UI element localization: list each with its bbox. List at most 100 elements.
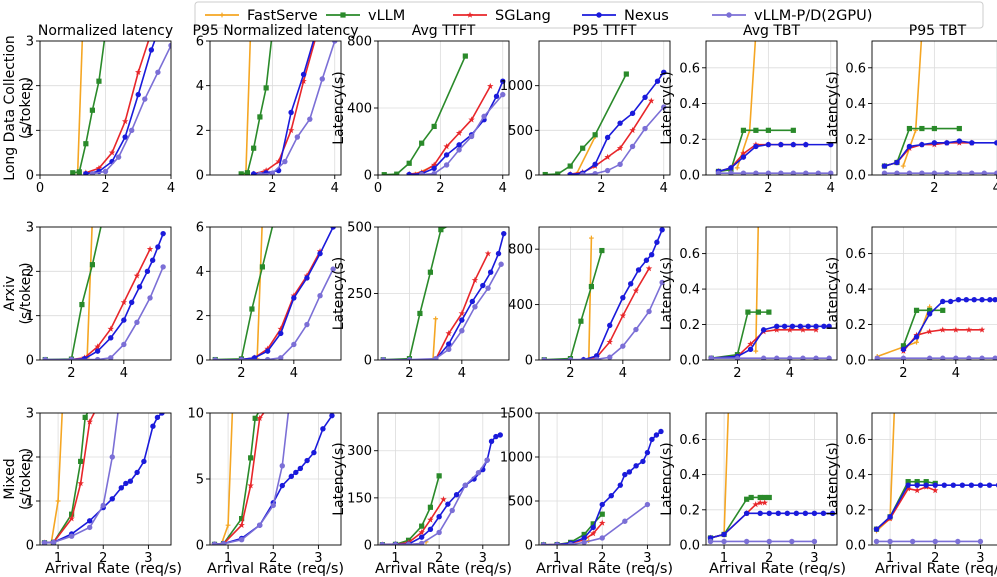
- data-point: [644, 449, 651, 456]
- legend-entry: FastServe: [205, 8, 318, 24]
- data-point: [994, 170, 997, 175]
- y-tick-label: 0.6: [679, 247, 700, 262]
- data-point: [599, 247, 605, 254]
- data-point: [740, 154, 747, 160]
- data-point: [500, 78, 506, 84]
- series-nexus: [580, 227, 665, 360]
- data-point: [542, 171, 548, 175]
- data-point: [914, 339, 919, 345]
- series-nexus: [238, 227, 336, 360]
- data-point: [708, 355, 714, 360]
- data-point: [94, 348, 101, 354]
- data-point: [277, 325, 284, 332]
- x-axis-label: Arrival Rate (req/s): [207, 561, 344, 577]
- data-point: [622, 471, 628, 478]
- series-line: [902, 309, 943, 347]
- data-point: [617, 482, 624, 488]
- data-point: [969, 170, 975, 175]
- y-tick-label: 0.6: [679, 61, 700, 76]
- data-point: [251, 145, 257, 151]
- data-point: [406, 357, 413, 360]
- data-point: [146, 245, 154, 252]
- data-point: [485, 285, 491, 291]
- data-point: [815, 170, 821, 175]
- y-tick-label: 0.4: [679, 468, 700, 483]
- data-point: [931, 125, 937, 132]
- data-point: [765, 127, 771, 133]
- data-point: [578, 318, 584, 324]
- data-point: [392, 541, 399, 545]
- data-point: [747, 346, 754, 353]
- y-tick-label: 250: [347, 287, 372, 302]
- data-point: [102, 168, 109, 175]
- chart-panel: 1 2 3 0.0 0.2 0.4 0.6 Latency(s): [659, 412, 838, 566]
- data-point: [419, 523, 425, 529]
- data-point: [979, 355, 985, 360]
- data-point: [297, 465, 304, 472]
- legend-marker: [596, 12, 602, 18]
- data-point: [919, 125, 925, 132]
- chart-panel: 1 2 3 0 500 1000 1500: [500, 407, 671, 566]
- data-point: [432, 355, 439, 360]
- data-point: [932, 538, 938, 545]
- data-point: [721, 538, 727, 545]
- x-tick-label: 4: [167, 181, 175, 196]
- data-point: [484, 250, 492, 257]
- data-point: [275, 158, 282, 165]
- x-axis-label: Arrival Rate (req/s): [45, 561, 182, 577]
- y-tick-label: 1: [26, 495, 34, 510]
- data-point: [264, 356, 271, 360]
- axes-frame: [538, 40, 671, 176]
- data-point: [939, 326, 946, 333]
- data-point: [317, 293, 323, 299]
- chart-panel: 1 2 3 0.0 0.2 0.4 0.6 Latency(s): [825, 412, 997, 566]
- data-point: [781, 323, 788, 330]
- data-point: [50, 539, 57, 545]
- data-point: [654, 239, 660, 245]
- data-point: [829, 510, 836, 517]
- data-point: [914, 482, 920, 488]
- y-tick-label: 500: [508, 495, 533, 510]
- data-point: [288, 473, 295, 480]
- data-point: [269, 170, 276, 175]
- data-point: [129, 127, 135, 134]
- data-point: [971, 297, 977, 303]
- data-point: [469, 298, 476, 305]
- data-point: [76, 169, 82, 175]
- data-point: [579, 171, 586, 175]
- data-point: [567, 171, 573, 175]
- data-point: [906, 143, 913, 150]
- data-point: [247, 482, 254, 489]
- panel-title: P95 Normalized latency: [193, 23, 359, 39]
- data-point: [919, 170, 925, 175]
- data-point: [431, 165, 437, 171]
- series-vllm-p-d-2gpu-: [579, 104, 667, 175]
- y-tick-label: 0.0: [845, 169, 866, 184]
- data-point: [940, 307, 946, 313]
- data-point: [617, 120, 623, 126]
- y-axis-label: Latency(s): [331, 442, 347, 516]
- data-point: [923, 479, 929, 485]
- row-label: Mixed: [2, 458, 18, 499]
- legend-label: FastServe: [247, 8, 318, 24]
- data-point: [220, 540, 227, 545]
- data-point: [607, 322, 613, 329]
- data-point: [947, 298, 954, 305]
- data-point: [279, 463, 285, 469]
- data-point: [554, 542, 560, 545]
- data-point: [168, 42, 171, 49]
- data-point: [456, 147, 462, 153]
- data-point: [500, 91, 506, 98]
- y-axis-label: Latency(s): [331, 257, 347, 331]
- data-point: [640, 458, 646, 465]
- x-tick-label: 1: [720, 551, 728, 566]
- series-vllm: [381, 53, 468, 175]
- data-point: [659, 279, 665, 286]
- data-point: [642, 125, 648, 132]
- data-point: [811, 538, 818, 545]
- data-point: [955, 297, 962, 303]
- data-point: [147, 295, 153, 301]
- data-point: [873, 538, 880, 545]
- series-vllm: [542, 71, 629, 175]
- data-point: [617, 161, 623, 167]
